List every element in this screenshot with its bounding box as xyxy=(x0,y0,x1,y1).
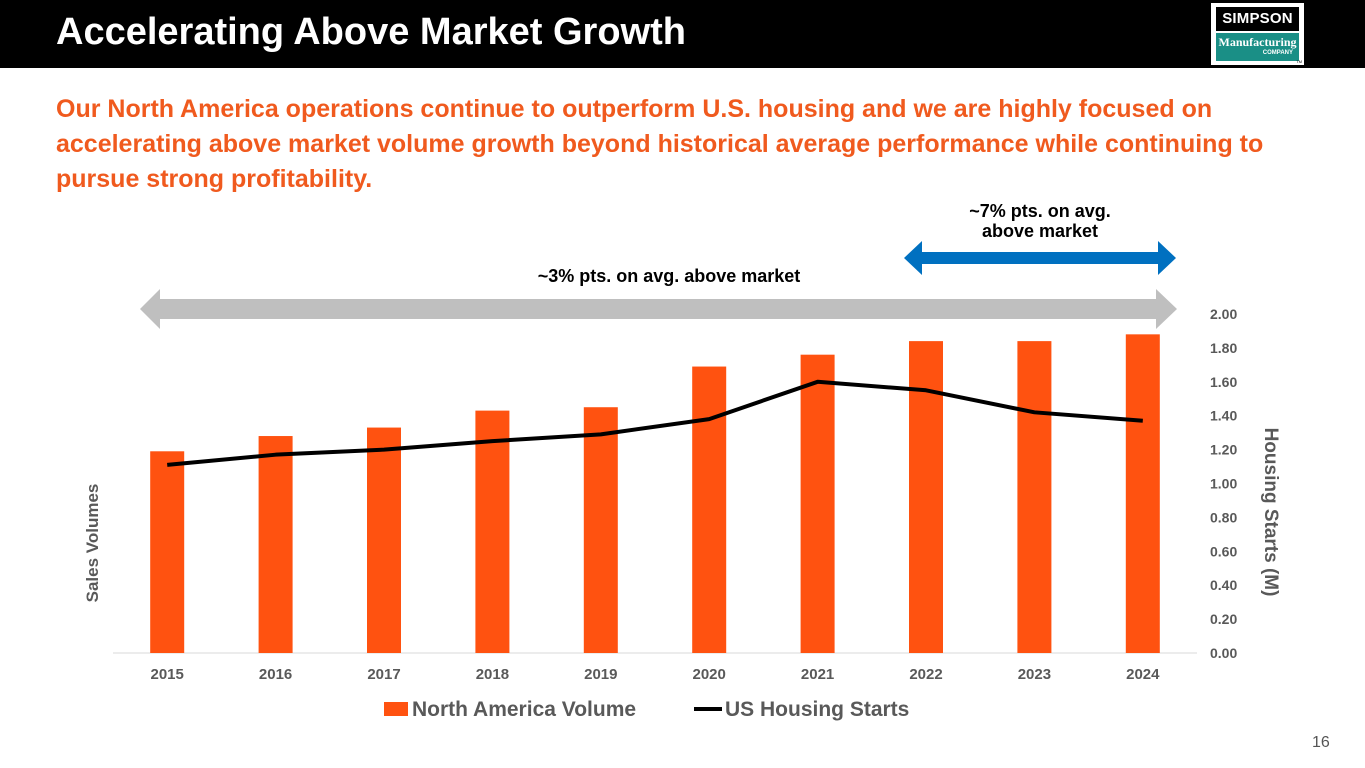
bars-group xyxy=(150,334,1160,653)
bar-2015 xyxy=(150,451,185,653)
logo-trademark: TM xyxy=(1296,59,1302,64)
bar-2024 xyxy=(1125,334,1160,653)
x-tick-2015: 2015 xyxy=(151,666,184,683)
logo-bottom-block: Manufacturing COMPANY xyxy=(1216,33,1299,61)
page-number: 16 xyxy=(1312,734,1330,751)
legend-bar-label: North America Volume xyxy=(412,698,636,721)
x-tick-labels: 2015 2016 2017 2018 2019 2020 2021 2022 2023 2024 xyxy=(151,666,1161,683)
x-tick-2024: 2024 xyxy=(1126,666,1160,683)
logo-top-text: SIMPSON xyxy=(1216,7,1299,31)
y-tick-1.20: 1.20 xyxy=(1210,442,1237,458)
x-tick-2020: 2020 xyxy=(693,666,726,683)
bar-2023 xyxy=(1017,341,1052,653)
title-bar: Accelerating Above Market Growth SIMPSON… xyxy=(0,0,1365,68)
y-tick-0.20: 0.20 xyxy=(1210,611,1237,627)
x-tick-2023: 2023 xyxy=(1018,666,1051,683)
bar-2020 xyxy=(692,366,727,653)
y-tick-1.60: 1.60 xyxy=(1210,374,1237,390)
short-arrow-label-line1: ~7% pts. on avg. xyxy=(969,201,1111,221)
bar-2016 xyxy=(258,436,293,653)
bar-2018 xyxy=(475,410,510,653)
y-tick-0.60: 0.60 xyxy=(1210,543,1237,559)
long-double-arrow xyxy=(140,289,1177,329)
x-tick-2017: 2017 xyxy=(367,666,400,683)
y-tick-0.80: 0.80 xyxy=(1210,509,1237,525)
x-tick-2016: 2016 xyxy=(259,666,292,683)
housing-starts-line xyxy=(167,379,1143,467)
legend-line-label: US Housing Starts xyxy=(725,698,909,721)
short-arrow-label-line2: above market xyxy=(982,221,1098,241)
y-tick-1.40: 1.40 xyxy=(1210,408,1237,424)
left-axis-title: Sales Volumes xyxy=(83,484,102,603)
y-tick-1.00: 1.00 xyxy=(1210,476,1237,492)
logo-bottom-text: COMPANY xyxy=(1262,50,1293,56)
y-tick-0.40: 0.40 xyxy=(1210,577,1237,593)
subtitle: Our North America operations continue to… xyxy=(56,95,1264,193)
x-tick-2018: 2018 xyxy=(476,666,509,683)
bar-2021 xyxy=(800,354,835,653)
long-arrow-label: ~3% pts. on avg. above market xyxy=(538,266,801,286)
legend-bar-swatch xyxy=(384,702,408,716)
logo-middle-text: Manufacturing xyxy=(1218,35,1297,49)
bar-2019 xyxy=(583,407,618,653)
y-tick-2.00: 2.00 xyxy=(1210,306,1237,322)
x-tick-2021: 2021 xyxy=(801,666,834,683)
y-tick-labels: 0.00 0.20 0.40 0.60 0.80 1.00 1.20 1.40 1.60 1.80… xyxy=(1210,306,1237,661)
y-tick-1.80: 1.80 xyxy=(1210,340,1237,356)
right-axis-title: Housing Starts (M) xyxy=(1260,428,1281,597)
x-tick-2019: 2019 xyxy=(584,666,617,683)
bar-2017 xyxy=(367,427,401,653)
company-logo: SIMPSON Manufacturing COMPANY TM xyxy=(1211,3,1304,65)
y-tick-0.00: 0.00 xyxy=(1210,645,1237,661)
short-double-arrow xyxy=(904,241,1176,275)
page-title: Accelerating Above Market Growth xyxy=(56,11,686,53)
x-tick-2022: 2022 xyxy=(909,666,942,683)
